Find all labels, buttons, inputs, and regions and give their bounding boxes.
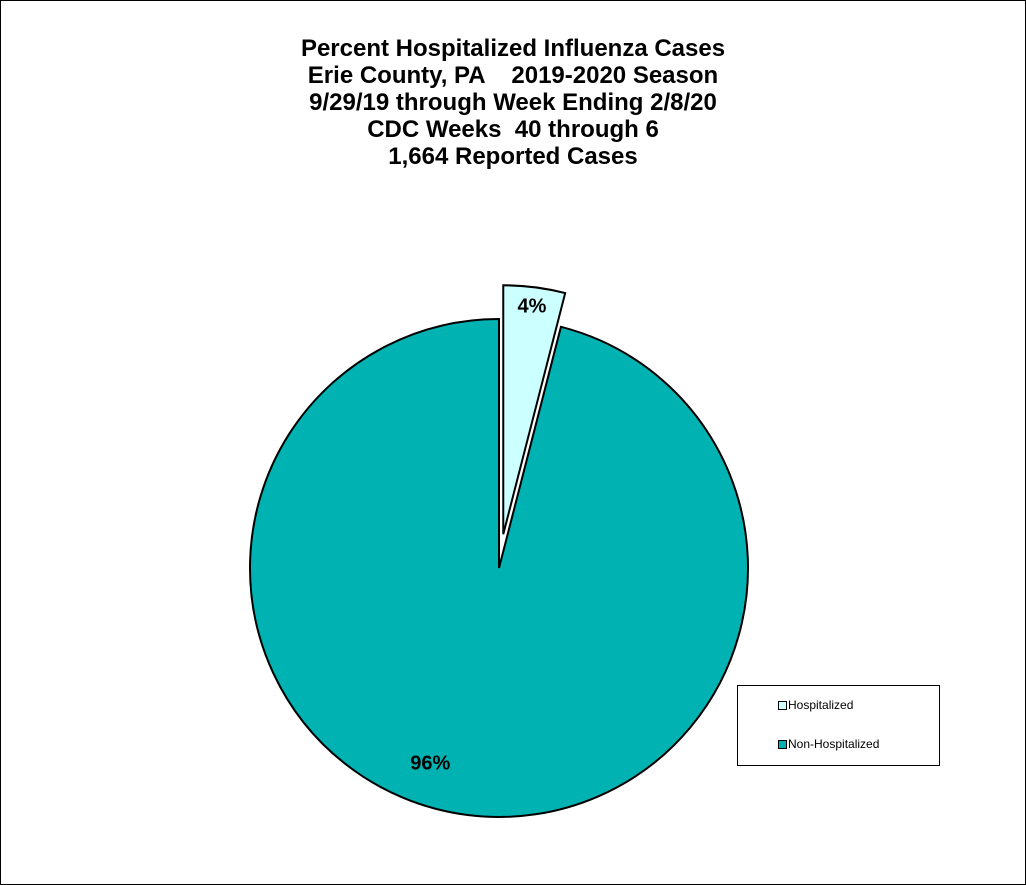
- legend-swatch-hospitalized: [778, 700, 787, 710]
- data-label-non-hospitalized: 96%: [410, 753, 450, 775]
- chart-title-line-5: 1,664 Reported Cases: [388, 143, 638, 170]
- chart-title: Percent Hospitalized Influenza Cases Eri…: [0, 35, 1026, 170]
- pie-slice-non-hospitalized: [249, 317, 749, 818]
- legend-label-hospitalized: Hospitalized: [788, 698, 854, 712]
- chart-legend: Hospitalized Non-Hospitalized: [737, 685, 940, 766]
- legend-item-non-hospitalized: Non-Hospitalized: [778, 737, 879, 751]
- data-label-hospitalized: 4%: [518, 295, 547, 317]
- legend-label-non-hospitalized: Non-Hospitalized: [788, 737, 880, 751]
- legend-swatch-non-hospitalized: [778, 739, 787, 749]
- chart-title-line-3: 9/29/19 through Week Ending 2/8/20: [309, 89, 717, 116]
- chart-title-line-1: Percent Hospitalized Influenza Cases: [300, 35, 726, 62]
- chart-title-line-4: CDC Weeks 40 through 6: [367, 116, 659, 143]
- legend-item-hospitalized: Hospitalized: [778, 698, 853, 712]
- chart-title-line-2: Erie County, PA 2019-2020 Season: [307, 62, 719, 89]
- pie-slice-hospitalized: [502, 284, 567, 535]
